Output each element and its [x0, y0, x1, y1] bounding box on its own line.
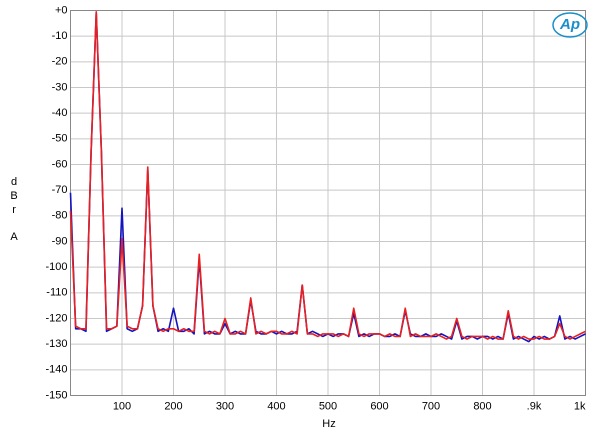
x-tick-label: 1k: [574, 400, 586, 412]
series-line: [69, 10, 586, 340]
x-tick-label: 300: [216, 400, 234, 412]
logo: Ap: [559, 16, 580, 33]
y-tick-label: -70: [52, 184, 68, 196]
y-tick-label: -60: [52, 158, 68, 170]
x-tick-label: 200: [164, 400, 182, 412]
y-tick-label: -150: [45, 389, 67, 401]
y-tick-label: -130: [45, 338, 67, 350]
x-tick-label: 700: [422, 400, 440, 412]
y-axis-label: A: [8, 231, 20, 243]
y-tick-label: -50: [52, 133, 68, 145]
y-tick-label: +0: [55, 4, 68, 16]
y-tick-label: -140: [45, 364, 67, 376]
y-tick-label: -10: [52, 30, 68, 42]
y-tick-label: -100: [45, 261, 67, 273]
y-tick-label: -90: [52, 235, 68, 247]
x-tick-label: 100: [113, 400, 131, 412]
y-tick-label: -80: [52, 210, 68, 222]
x-axis-label: Hz: [322, 418, 335, 430]
y-axis-label: dBr: [8, 176, 20, 218]
y-tick-label: -110: [46, 287, 67, 299]
x-tick-label: 500: [319, 400, 337, 412]
logo-ring: [552, 12, 588, 38]
x-tick-label: 600: [370, 400, 388, 412]
y-tick-label: -30: [52, 81, 68, 93]
y-tick-label: -20: [52, 56, 68, 68]
x-tick-label: 400: [267, 400, 285, 412]
y-tick-label: -120: [45, 312, 67, 324]
x-tick-label: 800: [473, 400, 491, 412]
x-tick-label: .9k: [527, 400, 542, 412]
y-tick-label: -40: [52, 107, 68, 119]
